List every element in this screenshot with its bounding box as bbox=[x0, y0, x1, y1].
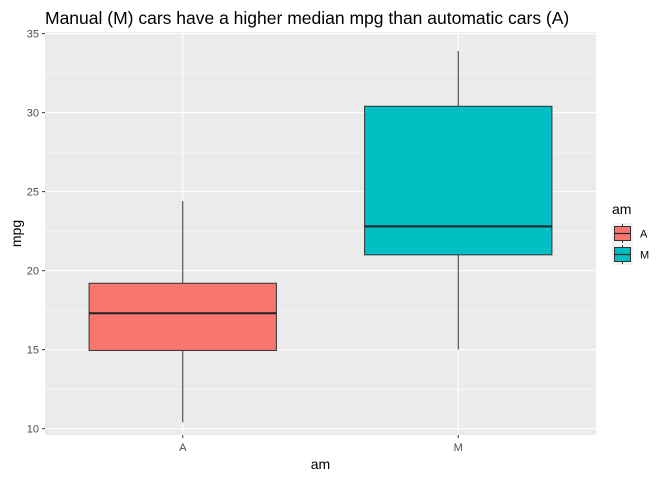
legend-label: A bbox=[640, 229, 648, 241]
boxes bbox=[88, 50, 553, 423]
x-tick-label: A bbox=[179, 442, 187, 454]
y-axis-title: mpg bbox=[8, 220, 24, 247]
x-tick-label: M bbox=[454, 442, 463, 454]
iqr-box bbox=[88, 282, 277, 351]
chart-title: Manual (M) cars have a higher median mpg… bbox=[45, 8, 569, 28]
y-tick-label: 30 bbox=[27, 108, 39, 120]
y-tick-label: 10 bbox=[27, 424, 39, 436]
x-axis-title: am bbox=[311, 456, 330, 472]
legend-title: am bbox=[612, 201, 631, 217]
y-axis: 10 15 20 25 30 35 bbox=[27, 29, 45, 436]
y-tick-label: 20 bbox=[27, 266, 39, 278]
legend: am AM bbox=[612, 201, 649, 265]
iqr-box bbox=[364, 105, 553, 256]
y-tick-label: 25 bbox=[27, 187, 39, 199]
box-A bbox=[88, 201, 277, 423]
box-M bbox=[364, 50, 553, 350]
y-tick-label: 35 bbox=[27, 29, 39, 41]
legend-label: M bbox=[640, 250, 649, 262]
y-tick-label: 15 bbox=[27, 345, 39, 357]
